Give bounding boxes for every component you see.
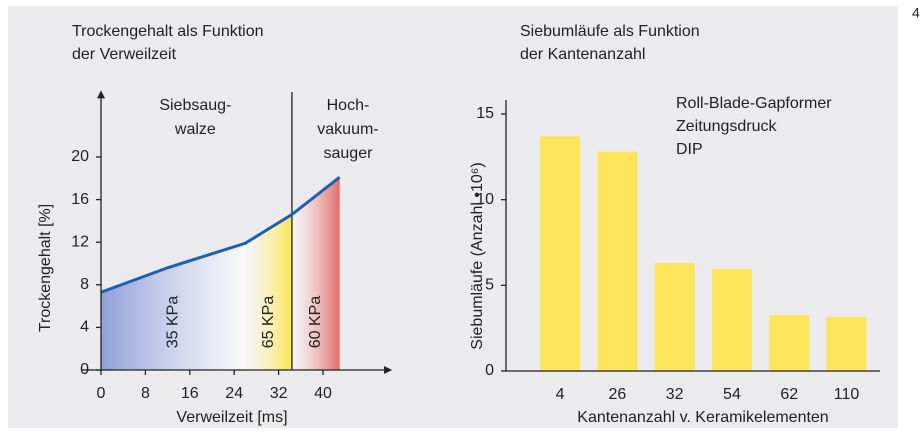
x-tick-label: 32 [270,385,288,402]
y-tick-label: 5 [485,277,494,294]
y-tick-label: 16 [71,191,89,208]
x-axis-label: Kantenanzahl v. Keramikelementen [577,409,828,426]
x-tick-label: 62 [780,386,798,403]
chart-title: der Kantenanzahl [520,46,645,63]
y-tick-label: 0 [485,362,494,379]
line [100,176,341,294]
region [245,214,292,370]
page-number: 4 [912,5,920,21]
x-tick-label: 54 [723,386,741,403]
zone-label: vakuum- [317,121,378,138]
arrow [97,90,105,99]
bar [826,317,867,371]
x-tick-label: 32 [666,386,684,403]
zone-label: Hoch- [327,97,370,114]
y-tick-label: 0 [80,361,89,378]
annotation: Roll-Blade-Gapformer [676,95,832,112]
y-tick-label: 12 [71,233,89,250]
x-axis-label: Verweilzeit [ms] [176,409,287,426]
region [291,177,340,370]
y-tick-label: 4 [80,319,89,336]
bar [654,263,695,371]
x-tick-label: 8 [141,385,150,402]
x-tick-label: 16 [181,385,199,402]
zone-label: walze [174,121,216,138]
x-tick-label: 0 [97,385,106,402]
zone-label: sauger [324,145,374,162]
bar [769,314,810,371]
annotation: Zeitungsdruck [676,118,777,135]
y-axis-label: Trockengehalt [%] [37,204,54,332]
x-tick-label: 24 [225,385,243,402]
region-label: 35 KPa [164,296,181,349]
bar [711,269,752,371]
x-tick-label: 4 [556,386,565,403]
bar [597,151,638,371]
x-tick-label: 110 [834,386,860,403]
y-axis-label: Siebumläufe (Anzahl •10⁶) [469,162,486,349]
x-tick-label: 40 [314,385,332,402]
y-tick-label: 10 [476,191,494,208]
y-tick-label: 8 [80,276,89,293]
bar [540,136,581,371]
region-label: 60 KPa [307,296,324,349]
chart-title: der Verweilzeit [72,46,177,63]
region [101,243,246,370]
region-label: 65 KPa [260,296,277,349]
zone-label: Siebsaug- [159,97,231,114]
chart-title: Siebumläufe als Funktion [520,23,700,40]
arrow [384,366,393,374]
y-tick-label: 20 [71,148,89,165]
chart-title: Trockengehalt als Funktion [72,23,264,40]
annotation: DIP [676,141,703,158]
x-tick-label: 26 [608,386,626,403]
y-tick-label: 15 [476,105,494,122]
